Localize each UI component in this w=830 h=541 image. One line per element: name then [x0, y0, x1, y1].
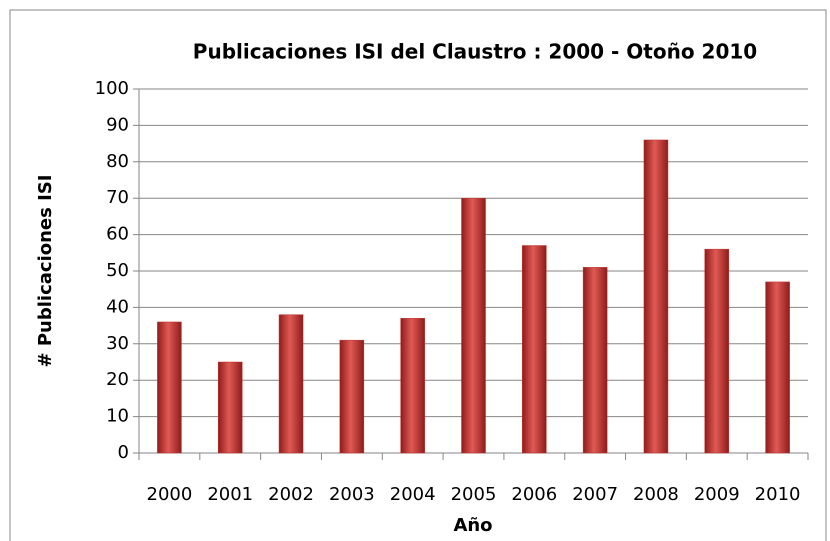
y-tick-label: 20: [106, 369, 129, 390]
x-tick-label: 2001: [207, 484, 253, 505]
bar: [765, 281, 790, 454]
y-tick-label: 30: [106, 333, 129, 354]
chart-frame: [9, 9, 827, 541]
y-tick-label: 100: [95, 78, 129, 99]
bar: [278, 314, 304, 454]
bar: [522, 245, 547, 454]
x-tick-label: 2008: [633, 484, 679, 505]
y-axis-label: # Publicaciones ISI: [35, 175, 56, 368]
x-tick-label: 2004: [390, 484, 436, 505]
bar: [400, 318, 425, 454]
chart-title: Publicaciones ISI del Claustro : 2000 - …: [193, 40, 757, 64]
x-tick-label: 2003: [329, 484, 375, 505]
y-tick-label: 10: [106, 406, 129, 427]
bar: [643, 139, 669, 454]
y-tick-label: 60: [106, 224, 129, 245]
x-tick-label: 2007: [572, 484, 618, 505]
x-tick-label: 2000: [147, 484, 193, 505]
y-tick-label: 50: [106, 260, 129, 281]
bar: [582, 267, 608, 454]
bar: [704, 248, 730, 454]
x-tick-label: 2002: [268, 484, 314, 505]
y-tick-label: 0: [118, 442, 129, 463]
bar: [461, 197, 486, 454]
bar: [339, 339, 365, 454]
bar: [217, 361, 243, 454]
x-tick-label: 2010: [755, 484, 801, 505]
x-tick-label: 2005: [451, 484, 497, 505]
y-tick-label: 80: [106, 151, 129, 172]
x-axis-label: Año: [453, 515, 492, 536]
y-tick-label: 40: [106, 296, 129, 317]
y-tick-label: 70: [106, 187, 129, 208]
x-tick-label: 2006: [511, 484, 557, 505]
x-tick-label: 2009: [694, 484, 740, 505]
y-tick-label: 90: [106, 114, 129, 135]
bar: [157, 321, 182, 454]
